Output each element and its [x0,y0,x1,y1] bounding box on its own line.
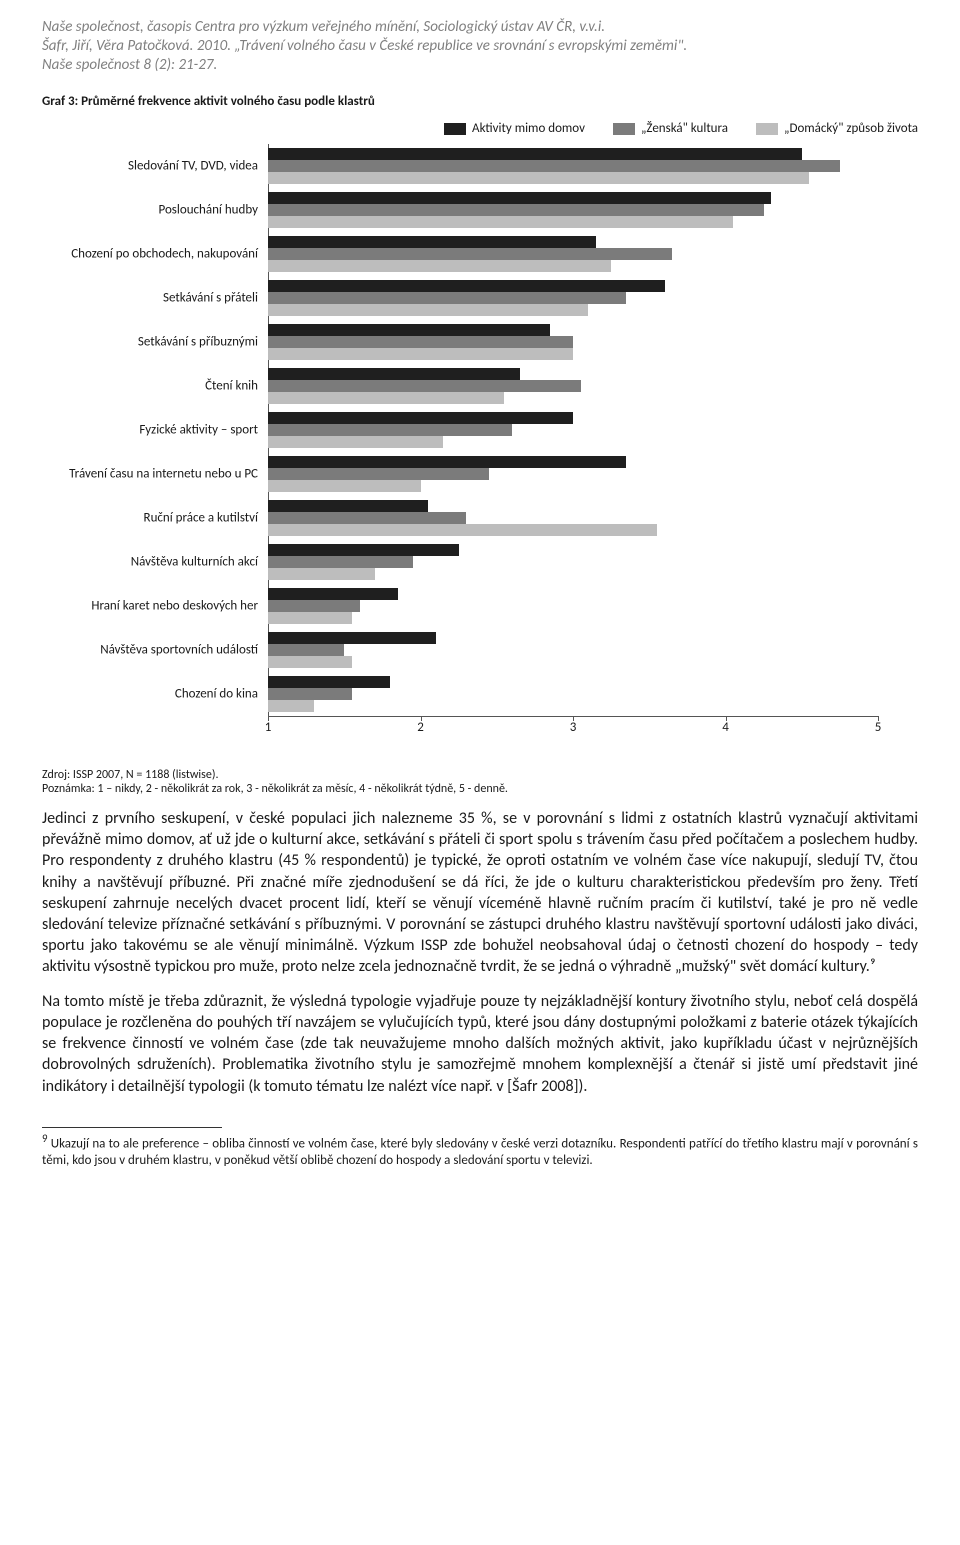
category-label: Návštěva sportovních událostí [43,643,258,658]
bar [268,600,360,612]
legend-item: Aktivity mimo domov [444,121,585,136]
x-tick-label: 2 [417,716,424,735]
bar [268,392,504,404]
chart-plot: 12345Sledování TV, DVD, videaPoslouchání… [42,144,878,744]
x-tick-label: 5 [875,716,882,735]
bar [268,544,459,556]
chart-title: Graf 3: Průměrné frekvence aktivit volné… [42,94,918,109]
bar [268,568,375,580]
bar [268,500,428,512]
bar [268,612,352,624]
category-label: Fyzické aktivity – sport [43,423,258,438]
body-text: Jedinci z prvního seskupení, v české pop… [0,802,960,1120]
header-line: Naše společnost, časopis Centra pro výzk… [42,18,918,37]
legend-label: Aktivity mimo domov [472,121,585,136]
bar [268,512,466,524]
bar [268,700,314,712]
footnote-text: Ukazují na to ale preference – obliba či… [42,1136,918,1168]
footnote-rule [42,1127,222,1128]
legend-swatch [613,123,635,135]
category-label: Ruční práce a kutilství [43,511,258,526]
category-label: Čtení knih [43,379,258,394]
category-label: Poslouchání hudby [43,203,258,218]
category-label: Hraní karet nebo deskových her [43,599,258,614]
bar [268,216,733,228]
bar [268,380,581,392]
legend-item: „Domácký" způsob života [756,121,918,136]
category-label: Návštěva kulturních akcí [43,555,258,570]
doc-header: Naše společnost, časopis Centra pro výzk… [0,0,960,78]
chart-block: Graf 3: Průměrné frekvence aktivit volné… [0,78,960,748]
bar [268,260,611,272]
legend-swatch [756,123,778,135]
bar [268,236,596,248]
category-label: Trávení času na internetu nebo u PC [43,467,258,482]
bar [268,292,626,304]
bar [268,524,657,536]
source-line: Zdroj: ISSP 2007, N = 1188 (listwise). [42,768,918,782]
category-label: Setkávání s přáteli [43,291,258,306]
bar [268,676,390,688]
bar [268,468,489,480]
bar [268,192,771,204]
legend-label: „Ženská" kultura [641,121,728,136]
bar [268,688,352,700]
bar [268,280,665,292]
legend-item: „Ženská" kultura [613,121,728,136]
paragraph: Na tomto místě je třeba zdůraznit, že vý… [42,991,918,1097]
source-line: Poznámka: 1 – nikdy, 2 - několikrát za r… [42,782,918,796]
bar [268,588,398,600]
bar [268,556,413,568]
x-tick-label: 3 [570,716,577,735]
category-label: Chození po obchodech, nakupování [43,247,258,262]
bar [268,172,809,184]
bar [268,160,840,172]
bar [268,304,588,316]
legend-label: „Domácký" způsob života [784,121,918,136]
bar [268,424,512,436]
bar [268,436,443,448]
bar [268,480,421,492]
footnote: 9 Ukazují na to ale preference – obliba … [0,1132,960,1194]
chart-legend: Aktivity mimo domov „Ženská" kultura „Domá… [42,119,918,144]
header-line: Naše společnost 8 (2): 21-27. [42,56,918,75]
x-tick-label: 1 [265,716,272,735]
bar [268,248,672,260]
bar [268,148,802,160]
bar [268,348,573,360]
category-label: Setkávání s příbuznými [43,335,258,350]
chart-source: Zdroj: ISSP 2007, N = 1188 (listwise). P… [0,748,960,802]
category-label: Chození do kina [43,687,258,702]
bar [268,644,344,656]
bar [268,336,573,348]
bar [268,324,550,336]
bar [268,632,436,644]
paragraph: Jedinci z prvního seskupení, v české pop… [42,808,918,977]
category-label: Sledování TV, DVD, videa [43,159,258,174]
bar [268,368,520,380]
bar [268,656,352,668]
legend-swatch [444,123,466,135]
bar [268,204,764,216]
bar [268,412,573,424]
bar [268,456,626,468]
header-line: Šafr, Jiří, Věra Patočková. 2010. „Tráve… [42,37,918,56]
x-tick-label: 4 [722,716,729,735]
